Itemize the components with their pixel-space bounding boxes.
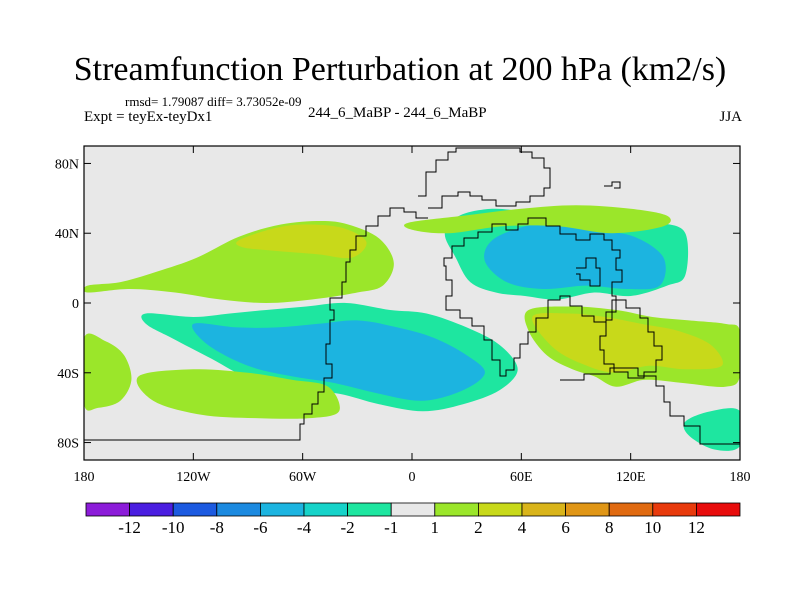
y-axis: 80N 40N 0 40S 80S [55, 157, 740, 452]
colorbar-swatch [216, 502, 261, 517]
coastline-australia [599, 299, 663, 379]
colorbar-label: 1 [431, 518, 440, 537]
x-tick-label: 120W [176, 470, 211, 485]
colorbar-swatch [172, 502, 218, 517]
x-tick-label: 60W [289, 470, 317, 485]
y-tick-label: 80S [57, 437, 79, 452]
colorbar-label: 12 [688, 518, 705, 537]
rmsd-diff-label: rmsd= 1.79087 diff= 3.73052e-09 [125, 94, 302, 109]
season-label: JJA [719, 109, 742, 125]
colorbar-label: 10 [644, 518, 661, 537]
colorbar-label: -6 [253, 518, 267, 537]
case-comparison-label: 244_6_MaBP - 244_6_MaBP [308, 105, 487, 121]
colorbar-swatch [129, 502, 174, 517]
colorbar-label: -10 [162, 518, 185, 537]
coastline-antarctica [560, 367, 740, 445]
colorbar-swatch [565, 502, 610, 517]
colorbar-swatch [259, 502, 305, 517]
colorbar-label: 2 [474, 518, 483, 537]
contour-region-1 [236, 224, 367, 259]
x-tick-label: 120E [616, 470, 646, 485]
chart-title: Streamfunction Perturbation at 200 hPa (… [73, 51, 727, 88]
y-tick-label: 40S [57, 367, 79, 382]
colorbar-swatch [608, 502, 654, 517]
colorbar-swatch [652, 502, 697, 517]
x-tick-label: 0 [409, 470, 416, 485]
coastline-greenland [418, 147, 551, 209]
colorbar-swatch [85, 502, 130, 517]
colorbar-label: 6 [561, 518, 570, 537]
y-tick-label: 40N [55, 227, 79, 242]
x-tick-label: 180 [74, 470, 95, 485]
contour-region-10 [404, 205, 671, 234]
contour-region-3 [192, 320, 485, 401]
colorbar-swatch [347, 502, 392, 517]
contour-region-5 [484, 222, 666, 290]
colorbar-label: 4 [518, 518, 527, 537]
colorbar-label: -2 [341, 518, 355, 537]
colorbar-label: -1 [384, 518, 398, 537]
coastline-siberia [604, 181, 621, 189]
x-axis: 180 120W 60W 0 60E 120E 180 [74, 146, 751, 485]
contour-fills [84, 205, 740, 451]
y-tick-label: 0 [72, 297, 79, 312]
colorbar-swatch [696, 502, 741, 517]
coastline-east-asia [576, 257, 601, 287]
colorbar-swatch [390, 502, 436, 517]
y-tick-label: 80N [55, 157, 79, 172]
coastline-americas [84, 207, 428, 441]
colorbar-label: -8 [210, 518, 224, 537]
colorbar-label: 8 [605, 518, 614, 537]
coastlines [84, 147, 740, 445]
colorbar-label: -4 [297, 518, 312, 537]
colorbar-swatch [477, 502, 523, 517]
colorbar-swatch [521, 502, 566, 517]
x-tick-label: 60E [510, 470, 533, 485]
experiment-label: Expt = teyEx-teyDx1 [84, 109, 213, 125]
colorbar-label: -12 [118, 518, 141, 537]
colorbar-swatch [303, 502, 348, 517]
plot-background [84, 146, 740, 460]
colorbar-swatch [434, 502, 479, 517]
contour-region-8 [84, 333, 132, 411]
contour-region-9 [136, 369, 340, 419]
contour-region-11 [683, 408, 740, 451]
x-tick-label: 180 [730, 470, 751, 485]
colorbar: -12 -10 -8 -6 -4 -2 -1 1 2 4 6 8 10 12 [85, 502, 741, 537]
contour-region-7 [532, 313, 723, 373]
